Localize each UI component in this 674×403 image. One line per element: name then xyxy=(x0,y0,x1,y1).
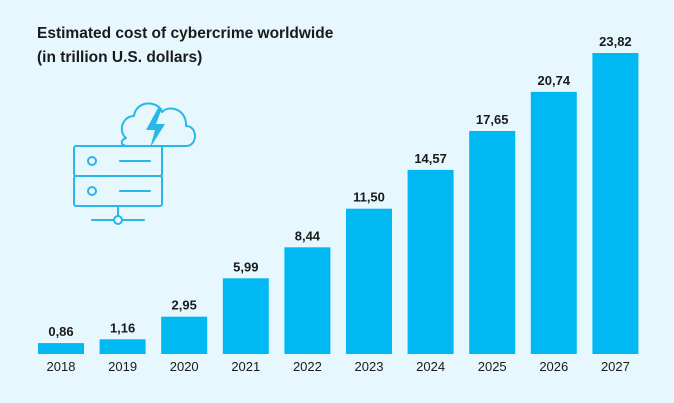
x-tick-label-2026: 2026 xyxy=(539,359,568,374)
bar-2022 xyxy=(284,247,331,354)
x-tick-label-2022: 2022 xyxy=(293,359,322,374)
value-label-2024: 14,57 xyxy=(414,151,447,166)
bar-2021 xyxy=(222,278,269,354)
value-label-2027: 23,82 xyxy=(599,34,632,49)
x-tick-label-2021: 2021 xyxy=(231,359,260,374)
server-led-icon xyxy=(87,156,97,166)
value-label-2018: 0,86 xyxy=(48,324,73,339)
value-label-2025: 17,65 xyxy=(476,112,509,127)
lightning-icon xyxy=(146,108,165,148)
bar-2018 xyxy=(38,343,84,354)
bar-2020 xyxy=(161,316,208,354)
value-label-2021: 5,99 xyxy=(233,259,258,274)
x-tick-label-2019: 2019 xyxy=(108,359,137,374)
cloud-icon xyxy=(120,102,196,147)
x-tick-label-2025: 2025 xyxy=(478,359,507,374)
bar-2019 xyxy=(99,339,146,354)
bar-2027 xyxy=(592,53,639,354)
value-label-2023: 11,50 xyxy=(353,190,385,205)
bar-2023 xyxy=(346,208,392,354)
x-tick-label-2018: 2018 xyxy=(47,359,76,374)
server-cloud-lightning-icon xyxy=(73,102,196,225)
x-tick-label-2027: 2027 xyxy=(601,359,630,374)
server-led-icon xyxy=(87,186,97,196)
chart-subtitle: (in trillion U.S. dollars) xyxy=(37,49,203,66)
bar-2024 xyxy=(407,169,454,354)
value-label-2022: 8,44 xyxy=(295,228,321,243)
bar-2026 xyxy=(530,91,577,355)
chart-title: Estimated cost of cybercrime worldwide xyxy=(37,25,334,42)
x-tick-label-2020: 2020 xyxy=(170,359,199,374)
value-label-2026: 20,74 xyxy=(538,73,571,88)
value-label-2019: 1,16 xyxy=(110,320,135,335)
bar-2025 xyxy=(469,131,516,354)
value-label-2020: 2,95 xyxy=(172,298,197,313)
x-tick-label-2024: 2024 xyxy=(416,359,445,374)
chart-title-block: Estimated cost of cybercrime worldwide (… xyxy=(37,22,333,70)
x-tick-label-2023: 2023 xyxy=(355,359,384,374)
server-node-icon xyxy=(113,215,123,225)
